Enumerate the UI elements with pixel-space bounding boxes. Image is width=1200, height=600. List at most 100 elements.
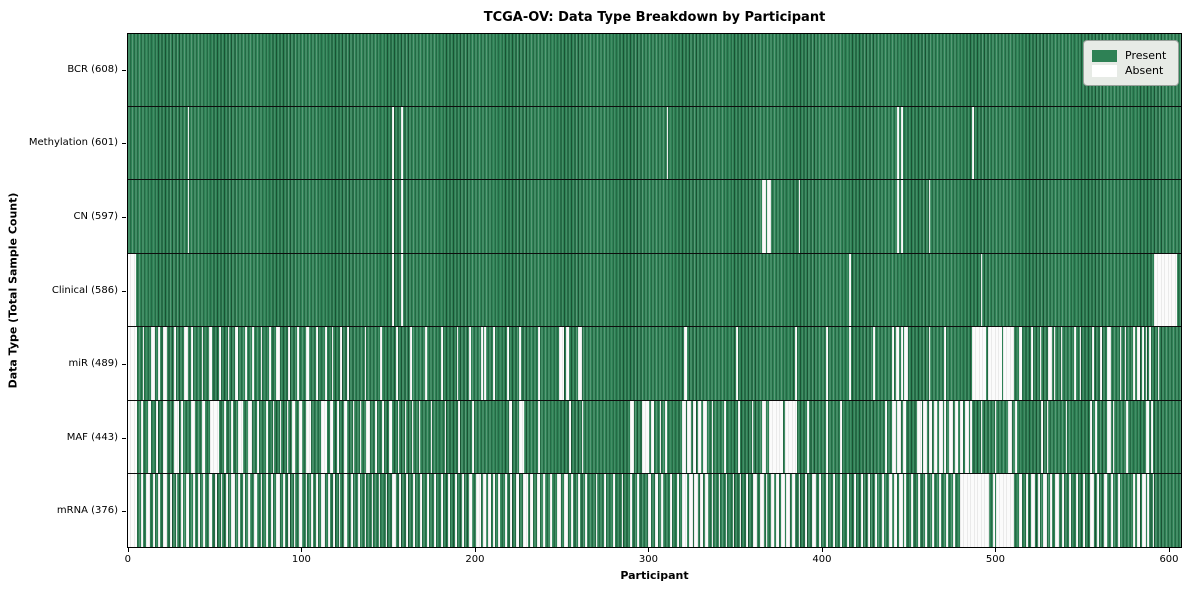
absent-segment <box>925 474 927 548</box>
absent-segment <box>288 327 291 400</box>
absent-segment <box>1031 474 1035 548</box>
x-tick-label-300: 300 <box>638 554 658 565</box>
row-cn <box>127 180 1182 254</box>
absent-segment <box>704 474 709 548</box>
absent-segment <box>283 474 285 548</box>
absent-segment <box>220 474 223 548</box>
absent-segment <box>923 400 927 474</box>
absent-segment <box>630 474 632 548</box>
absent-segment <box>897 400 901 474</box>
y-tick-label-bcr: BCR (608) <box>67 63 118 75</box>
absent-segment <box>992 474 995 548</box>
absent-segment <box>430 400 433 474</box>
absent-segment <box>564 474 568 548</box>
absent-segment <box>952 474 955 548</box>
absent-segment <box>900 106 903 180</box>
absent-segment <box>321 474 325 548</box>
absent-segment <box>904 474 907 548</box>
absent-segment <box>900 180 903 253</box>
absent-segment <box>944 400 946 474</box>
absent-segment <box>1043 474 1047 548</box>
absent-segment <box>860 474 863 548</box>
absent-segment <box>944 327 946 400</box>
absent-segment <box>180 474 183 548</box>
absent-segment <box>271 474 273 548</box>
absent-segment <box>340 327 343 400</box>
absent-segment <box>147 400 152 474</box>
absent-segment <box>158 474 160 548</box>
absent-segment <box>888 474 893 548</box>
absent-segment <box>336 400 339 474</box>
absent-segment <box>1100 327 1103 400</box>
absent-segment <box>210 400 219 474</box>
absent-segment <box>1157 327 1160 400</box>
absent-segment <box>170 474 173 548</box>
absent-segment <box>666 106 669 180</box>
absent-segment <box>737 400 740 474</box>
x-tick-mark <box>821 548 823 552</box>
absent-segment <box>893 474 898 548</box>
x-tick-mark <box>995 548 997 552</box>
absent-segment <box>651 400 655 474</box>
x-tick-mark <box>127 548 129 552</box>
absent-segment <box>536 474 540 548</box>
absent-segment <box>819 474 822 548</box>
absent-segment <box>805 474 808 548</box>
x-tick-mark <box>648 548 650 552</box>
absent-segment <box>694 474 698 548</box>
y-tick-mark <box>122 511 126 513</box>
absent-segment <box>767 180 771 253</box>
absent-segment <box>765 474 768 548</box>
absent-segment <box>578 327 582 400</box>
absent-segment <box>1039 327 1042 400</box>
absent-segment <box>265 400 268 474</box>
absent-segment <box>1154 253 1177 327</box>
absent-segment <box>420 474 422 548</box>
absent-segment <box>711 400 714 474</box>
y-tick-mark <box>122 69 126 71</box>
absent-segment <box>559 327 565 400</box>
absent-segment <box>142 327 145 400</box>
absent-segment <box>238 474 240 548</box>
absent-segment <box>881 474 884 548</box>
absent-segment <box>897 180 900 253</box>
absent-segment <box>682 474 688 548</box>
absent-segment <box>928 400 933 474</box>
absent-segment <box>664 400 667 474</box>
absent-segment <box>498 474 501 548</box>
y-tick-label-mir: miR (489) <box>68 358 118 370</box>
absent-segment <box>493 474 495 548</box>
absent-segment <box>163 327 167 400</box>
absent-segment <box>184 327 188 400</box>
absent-segment <box>401 106 403 180</box>
absent-segment <box>276 474 280 548</box>
absent-segment <box>279 400 282 474</box>
absent-segment <box>571 474 573 548</box>
absent-segment <box>718 474 721 548</box>
absent-segment <box>321 400 327 474</box>
present-swatch-icon <box>1092 49 1117 62</box>
absent-segment <box>970 400 973 474</box>
absent-segment <box>1147 474 1150 548</box>
absent-segment <box>1041 400 1044 474</box>
absent-segment <box>928 180 931 253</box>
absent-segment <box>153 474 155 548</box>
absent-segment <box>231 474 235 548</box>
absent-segment <box>175 474 178 548</box>
absent-segment <box>1065 400 1068 474</box>
absent-segment <box>350 474 353 548</box>
absent-segment <box>364 474 367 548</box>
absent-segment <box>1142 474 1146 548</box>
absent-segment <box>595 474 598 548</box>
absent-segment <box>208 327 213 400</box>
absent-segment <box>807 400 809 474</box>
absent-segment <box>468 474 473 548</box>
absent-segment <box>331 327 334 400</box>
absent-segment <box>411 400 414 474</box>
absent-segment <box>949 400 953 474</box>
absent-segment <box>1018 474 1023 548</box>
absent-segment <box>269 327 272 400</box>
absent-segment <box>994 400 997 474</box>
absent-segment <box>980 400 983 474</box>
absent-segment <box>1018 327 1023 400</box>
